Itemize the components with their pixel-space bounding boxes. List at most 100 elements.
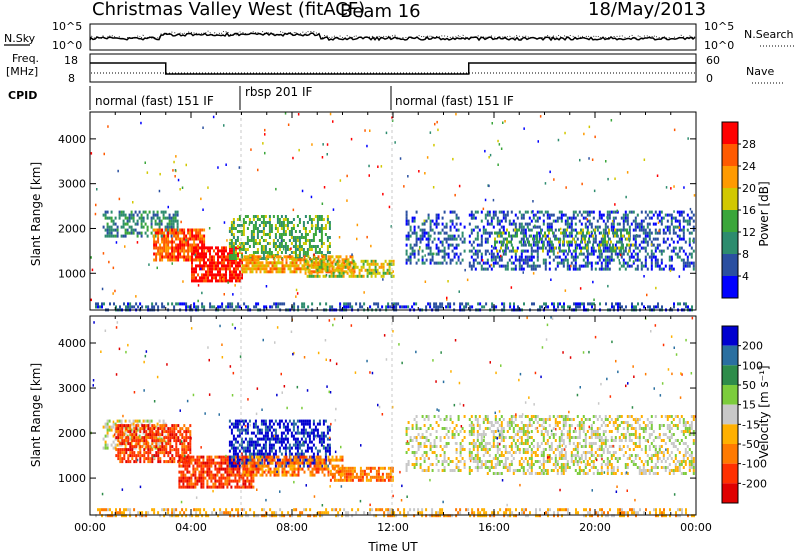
echo-cell-8 — [552, 231, 554, 235]
echo-cell-9 — [591, 302, 593, 306]
echo-cell-3 — [270, 419, 273, 423]
echo-cell-2 — [203, 252, 205, 256]
echo-cell-2 — [223, 276, 225, 280]
echo-cell-5 — [360, 259, 363, 263]
echo-cell-7 — [662, 240, 665, 244]
echo-noise — [212, 115, 215, 119]
echo-cell-0 — [124, 234, 127, 238]
echo-cell-7 — [538, 264, 541, 268]
echo-cell-6 — [427, 231, 430, 235]
echo-cell-2 — [188, 461, 191, 465]
echo-cell-9 — [275, 302, 278, 306]
echo-cell-1 — [165, 451, 168, 455]
echo-cell-6 — [439, 231, 442, 235]
echo-cell-0 — [130, 213, 133, 217]
echo-cell-2 — [195, 279, 197, 283]
echo-cell-1 — [163, 436, 166, 440]
echo-cell-3 — [312, 452, 315, 456]
echo-noise — [643, 158, 646, 161]
echo-cell-9 — [545, 305, 547, 309]
echo-cell-3 — [300, 236, 303, 239]
echo-cell-3 — [328, 236, 331, 239]
echo-cell-1 — [177, 243, 180, 247]
echo-cell-6 — [413, 228, 416, 232]
echo-cell-7 — [516, 258, 519, 262]
echo-cell-7 — [612, 258, 615, 262]
echo-cell-2 — [209, 246, 211, 250]
echo-cell-0 — [152, 213, 155, 217]
echo-cell-9 — [393, 305, 396, 309]
echo-cell-1 — [199, 234, 202, 238]
echo-cell-7 — [472, 216, 475, 220]
echo-noise — [407, 175, 409, 178]
echo-cell-4 — [259, 267, 262, 271]
echo-cell-3 — [310, 440, 313, 444]
echo-noise — [670, 187, 672, 190]
echo-cell-1 — [139, 451, 142, 455]
echo-cell-3 — [304, 449, 307, 453]
echo-cell-3 — [270, 443, 273, 447]
echo-cell-4 — [345, 255, 348, 259]
echo-cell-7 — [486, 240, 489, 244]
echo-cell-5 — [322, 274, 325, 278]
echo-cell-6 — [417, 258, 420, 262]
echo-cell-1 — [149, 445, 152, 449]
echo-cell-7 — [604, 243, 607, 247]
date-label: 18/May/2013 — [588, 0, 706, 20]
echo-noise — [437, 128, 439, 132]
echo-cell-3 — [256, 440, 259, 444]
echo-cell-3 — [254, 434, 257, 438]
echo-cell-1 — [171, 246, 174, 250]
echo-cell-4 — [269, 255, 272, 259]
echo-cell-5 — [340, 262, 343, 266]
echo-cell-4 — [243, 258, 246, 262]
echo-cell-3 — [328, 242, 331, 245]
echo-cell-6 — [433, 261, 436, 265]
echo-cell-1 — [185, 430, 188, 434]
echo-cell-7 — [606, 213, 609, 217]
echo-cell-1 — [167, 442, 170, 446]
echo-cell-7 — [528, 255, 531, 259]
echo-cell-7 — [586, 255, 589, 259]
nsky-tick-top: 10^5 — [52, 20, 82, 33]
echo-cell-0 — [162, 216, 165, 220]
echo-cell-4 — [317, 255, 320, 259]
echo-cell-0 — [138, 216, 141, 220]
echo-cell-7 — [560, 213, 563, 217]
echo-cell-3 — [302, 452, 305, 456]
echo-cell-9 — [279, 302, 282, 306]
echo-noise — [146, 171, 149, 174]
echo-cell-7 — [548, 255, 551, 259]
echo-cell-3 — [322, 440, 325, 444]
echo-cell-1 — [155, 258, 158, 262]
echo-cell-3 — [292, 419, 295, 423]
echo-cell-3 — [316, 245, 319, 248]
echo-cell-7 — [682, 237, 685, 241]
echo-noise — [557, 251, 559, 255]
echo-cell-7 — [598, 216, 601, 220]
echo-cell-7 — [504, 249, 507, 253]
echo-cell-7 — [480, 243, 483, 247]
echo-cell-7 — [560, 219, 563, 223]
echo-cell-7 — [502, 237, 505, 241]
echo-cell-7 — [678, 228, 681, 232]
echo-cell-7 — [480, 267, 483, 271]
echo-cell-2 — [194, 479, 197, 483]
echo-cell-3 — [286, 425, 289, 429]
echo-cell-2 — [231, 273, 233, 277]
echo-cell-2 — [211, 261, 213, 265]
echo-cell-3 — [230, 446, 233, 450]
echo-cell-7 — [644, 228, 647, 232]
echo-cell-0 — [122, 234, 125, 238]
echo-cell-9 — [435, 305, 438, 309]
echo-cell-7 — [612, 219, 615, 223]
echo-cell-3 — [230, 242, 233, 245]
echo-cell-6 — [441, 249, 444, 253]
echo-cell-7 — [632, 255, 635, 259]
echo-cell-3 — [286, 446, 289, 450]
echo-cell-6 — [427, 252, 430, 256]
echo-cell-8 — [622, 246, 624, 250]
echo-cell-7 — [678, 219, 681, 223]
echo-cell-4 — [267, 270, 270, 274]
echo-cell-9 — [613, 305, 615, 309]
